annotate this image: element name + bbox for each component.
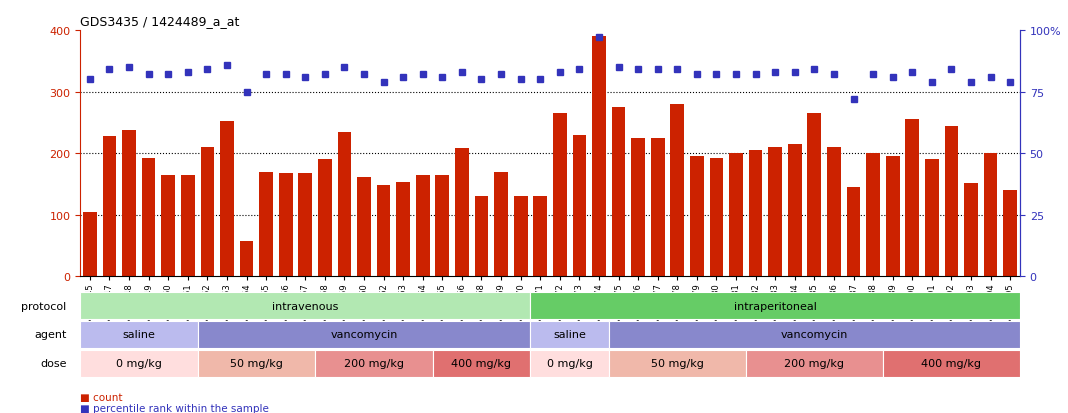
Text: 0 mg/kg: 0 mg/kg xyxy=(116,358,161,368)
Bar xyxy=(964,183,978,277)
Bar xyxy=(650,138,664,277)
Bar xyxy=(180,176,194,277)
Bar xyxy=(142,158,156,277)
Bar xyxy=(239,241,253,277)
Text: intraperitoneal: intraperitoneal xyxy=(734,301,817,311)
Text: 50 mg/kg: 50 mg/kg xyxy=(230,358,283,368)
Bar xyxy=(260,172,273,277)
Bar xyxy=(298,173,312,277)
Bar xyxy=(80,292,531,320)
Bar xyxy=(357,177,371,277)
Bar xyxy=(847,188,861,277)
Bar xyxy=(885,157,899,277)
Bar xyxy=(494,172,508,277)
Bar xyxy=(749,151,763,277)
Text: ■ percentile rank within the sample: ■ percentile rank within the sample xyxy=(80,404,269,413)
Bar xyxy=(80,350,198,377)
Bar xyxy=(572,135,586,277)
Bar xyxy=(436,176,450,277)
Bar xyxy=(906,120,920,277)
Bar xyxy=(531,350,609,377)
Text: vancomycin: vancomycin xyxy=(330,330,397,339)
Text: 200 mg/kg: 200 mg/kg xyxy=(784,358,845,368)
Bar xyxy=(315,350,433,377)
Bar xyxy=(671,104,685,277)
Bar xyxy=(474,197,488,277)
Bar xyxy=(592,37,606,277)
Bar xyxy=(553,114,567,277)
Bar xyxy=(944,126,958,277)
Bar xyxy=(279,173,293,277)
Bar xyxy=(745,350,883,377)
Bar xyxy=(768,148,782,277)
Bar xyxy=(337,132,351,277)
Bar xyxy=(631,138,645,277)
Bar xyxy=(161,176,175,277)
Bar xyxy=(198,350,315,377)
Text: 400 mg/kg: 400 mg/kg xyxy=(452,358,512,368)
Bar xyxy=(396,183,410,277)
Bar xyxy=(531,292,1020,320)
Bar xyxy=(609,350,745,377)
Bar xyxy=(709,158,723,277)
Text: 200 mg/kg: 200 mg/kg xyxy=(344,358,404,368)
Text: 50 mg/kg: 50 mg/kg xyxy=(650,358,704,368)
Bar xyxy=(925,160,939,277)
Bar xyxy=(198,321,531,348)
Bar xyxy=(433,350,531,377)
Text: dose: dose xyxy=(40,358,66,368)
Text: 400 mg/kg: 400 mg/kg xyxy=(922,358,981,368)
Text: 0 mg/kg: 0 mg/kg xyxy=(547,358,593,368)
Bar xyxy=(984,154,998,277)
Bar xyxy=(103,137,116,277)
Text: ■ count: ■ count xyxy=(80,392,123,402)
Bar xyxy=(788,145,802,277)
Bar xyxy=(80,321,198,348)
Text: saline: saline xyxy=(553,330,586,339)
Bar xyxy=(455,149,469,277)
Text: protocol: protocol xyxy=(21,301,66,311)
Bar xyxy=(122,131,136,277)
Bar xyxy=(883,350,1020,377)
Bar xyxy=(533,197,547,277)
Bar xyxy=(531,321,609,348)
Text: vancomycin: vancomycin xyxy=(781,330,848,339)
Text: intravenous: intravenous xyxy=(272,301,339,311)
Bar xyxy=(827,148,841,277)
Text: saline: saline xyxy=(123,330,155,339)
Bar xyxy=(690,157,704,277)
Bar xyxy=(609,321,1020,348)
Bar xyxy=(83,212,97,277)
Bar xyxy=(318,160,332,277)
Text: GDS3435 / 1424489_a_at: GDS3435 / 1424489_a_at xyxy=(80,15,239,28)
Bar xyxy=(220,122,234,277)
Bar xyxy=(514,197,528,277)
Bar xyxy=(866,154,880,277)
Bar xyxy=(1003,191,1017,277)
Text: agent: agent xyxy=(34,330,66,339)
Bar xyxy=(377,186,391,277)
Bar xyxy=(807,114,821,277)
Bar xyxy=(612,108,626,277)
Bar xyxy=(415,176,429,277)
Bar xyxy=(729,154,743,277)
Bar xyxy=(201,148,215,277)
